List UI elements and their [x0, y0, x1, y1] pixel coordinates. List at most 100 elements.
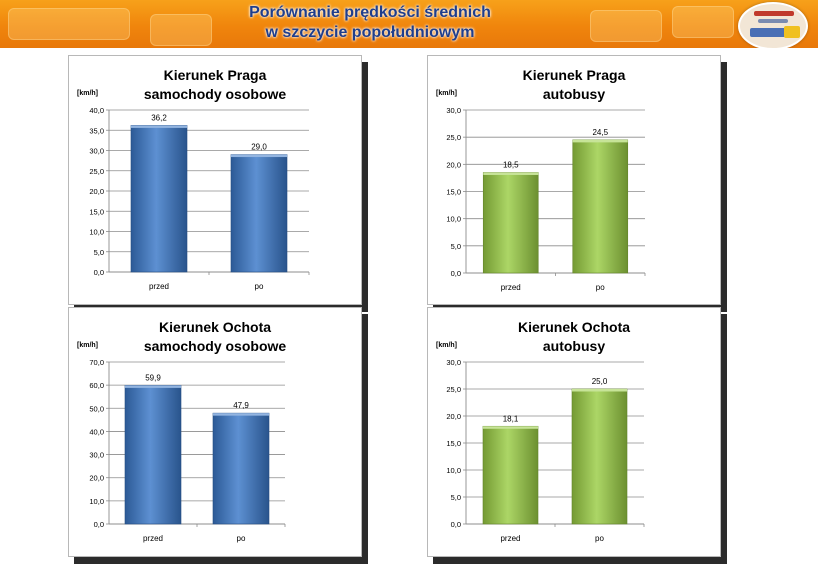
- y-tick-label: 10,0: [446, 215, 461, 224]
- bus-silhouette-decoration: [590, 10, 662, 42]
- y-tick-label: 10,0: [89, 228, 104, 237]
- bar-top-highlight: [572, 139, 628, 143]
- x-tick-label: po: [595, 534, 604, 543]
- data-label: 36,2: [151, 113, 167, 122]
- y-tick-label: 20,0: [446, 412, 461, 421]
- y-tick-label: 5,0: [451, 493, 461, 502]
- data-label: 59,9: [145, 373, 161, 382]
- logo-bus-mark: [784, 26, 800, 38]
- bar-top-highlight: [483, 172, 539, 175]
- chart-title: Kierunek Ochota autobusy: [428, 318, 720, 356]
- data-label: 47,9: [233, 401, 249, 410]
- bar: [130, 125, 188, 273]
- x-tick-label: po: [237, 534, 246, 543]
- bar-chart: 0,0 5,0 10,0 15,0 20,0 25,0 30,0 18,1 przed 25,0 p…: [446, 358, 645, 543]
- logo-mark: [754, 11, 794, 16]
- data-label: 24,5: [592, 128, 608, 137]
- y-tick-label: 5,0: [94, 248, 104, 257]
- bar-top-highlight: [483, 426, 538, 429]
- bus-silhouette-decoration: [672, 6, 734, 38]
- x-tick-label: przed: [143, 534, 163, 543]
- chart-title: Kierunek Ochota samochody osobowe: [69, 318, 361, 356]
- y-tick-label: 5,0: [451, 242, 461, 251]
- y-tick-label: 20,0: [89, 474, 104, 483]
- page-title-line-1: Porównanie prędkości średnich: [249, 4, 491, 21]
- y-tick-label: 70,0: [89, 358, 104, 367]
- bar-chart: 0,0 10,0 20,0 30,0 40,0 50,0 60,0 70,0 59,9 przed…: [89, 358, 286, 543]
- x-tick-label: przed: [149, 282, 169, 291]
- bar-top-highlight: [131, 125, 187, 128]
- bar: [212, 412, 270, 525]
- data-label: 18,1: [503, 414, 519, 423]
- x-tick-label: przed: [501, 283, 521, 292]
- chart-title-line-2: autobusy: [542, 86, 606, 102]
- bar: [124, 385, 182, 525]
- y-axis-unit-label: [km/h]: [436, 342, 457, 349]
- y-tick-label: 0,0: [451, 269, 461, 278]
- y-tick-label: 25,0: [446, 385, 461, 394]
- x-tick-label: po: [255, 282, 264, 291]
- bus-silhouette-decoration: [150, 14, 212, 46]
- chart-panel-praga-buses: Kierunek Praga autobusy [km/h] 0,0 5,0 10,…: [427, 55, 721, 305]
- bar-top-highlight: [125, 385, 181, 388]
- y-tick-label: 25,0: [446, 133, 461, 142]
- y-tick-label: 0,0: [451, 520, 461, 529]
- chart-panel-ochota-buses: Kierunek Ochota autobusy [km/h] 0,0 5,0 10…: [427, 307, 721, 557]
- y-tick-label: 30,0: [89, 147, 104, 156]
- data-label: 25,0: [592, 377, 608, 386]
- y-tick-label: 0,0: [94, 268, 104, 277]
- bar: [482, 425, 539, 525]
- chart-title-line-1: Kierunek Praga: [522, 67, 626, 83]
- bus-silhouette-decoration: [8, 8, 130, 40]
- y-tick-label: 30,0: [446, 106, 461, 115]
- y-tick-label: 10,0: [89, 497, 104, 506]
- y-tick-label: 0,0: [94, 520, 104, 529]
- bar: [571, 388, 628, 525]
- bar-chart: 0,0 5,0 10,0 15,0 20,0 25,0 30,0 18,5 przed 24,5 p…: [446, 106, 646, 292]
- y-tick-label: 50,0: [89, 404, 104, 413]
- logo-mark: [758, 19, 788, 23]
- y-tick-label: 30,0: [446, 358, 461, 367]
- y-tick-label: 15,0: [446, 188, 461, 197]
- chart-panel-ochota-cars: Kierunek Ochota samochody osobowe [km/h]…: [68, 307, 362, 557]
- y-tick-label: 35,0: [89, 126, 104, 135]
- chart-title-line-1: Kierunek Ochota: [517, 319, 631, 335]
- data-label: 18,5: [503, 160, 519, 169]
- chart-title-line-2: samochody osobowe: [143, 86, 287, 102]
- chart-title: Kierunek Praga samochody osobowe: [69, 66, 361, 104]
- y-tick-label: 10,0: [446, 466, 461, 475]
- y-tick-label: 25,0: [89, 167, 104, 176]
- y-tick-label: 15,0: [89, 207, 104, 216]
- logo-bus-mark: [750, 28, 796, 37]
- bar: [482, 172, 539, 274]
- y-axis-unit-label: [km/h]: [77, 90, 98, 97]
- y-tick-label: 20,0: [89, 187, 104, 196]
- y-tick-label: 40,0: [89, 427, 104, 436]
- y-tick-label: 60,0: [89, 381, 104, 390]
- y-axis-unit-label: [km/h]: [436, 90, 457, 97]
- x-tick-label: po: [596, 283, 605, 292]
- page-title: Porównanie prędkości średnich w szczycie…: [160, 3, 580, 43]
- header-banner: Porównanie prędkości średnich w szczycie…: [0, 0, 818, 48]
- bar-top-highlight: [572, 389, 627, 392]
- y-axis-unit-label: [km/h]: [77, 342, 98, 349]
- bar-top-highlight: [231, 154, 287, 158]
- bar-top-highlight: [213, 413, 269, 416]
- bar: [572, 139, 629, 274]
- y-tick-label: 15,0: [446, 439, 461, 448]
- chart-title-line-1: Kierunek Praga: [163, 67, 267, 83]
- bar: [230, 154, 288, 273]
- chart-panel-praga-cars: Kierunek Praga samochody osobowe [km/h] …: [68, 55, 362, 305]
- page-title-line-2: w szczycie popołudniowym: [265, 24, 475, 41]
- y-tick-label: 20,0: [446, 160, 461, 169]
- chart-title: Kierunek Praga autobusy: [428, 66, 720, 104]
- chart-title-line-1: Kierunek Ochota: [158, 319, 272, 335]
- x-tick-label: przed: [500, 534, 520, 543]
- data-label: 29,0: [251, 143, 267, 152]
- y-tick-label: 40,0: [89, 106, 104, 115]
- y-tick-label: 30,0: [89, 451, 104, 460]
- logo: [738, 2, 808, 48]
- chart-title-line-2: autobusy: [542, 338, 606, 354]
- chart-title-line-2: samochody osobowe: [143, 338, 287, 354]
- bar-chart: 0,0 5,0 10,0 15,0 20,0 25,0 30,0 35,0 40,0 36,2 pr…: [89, 106, 310, 291]
